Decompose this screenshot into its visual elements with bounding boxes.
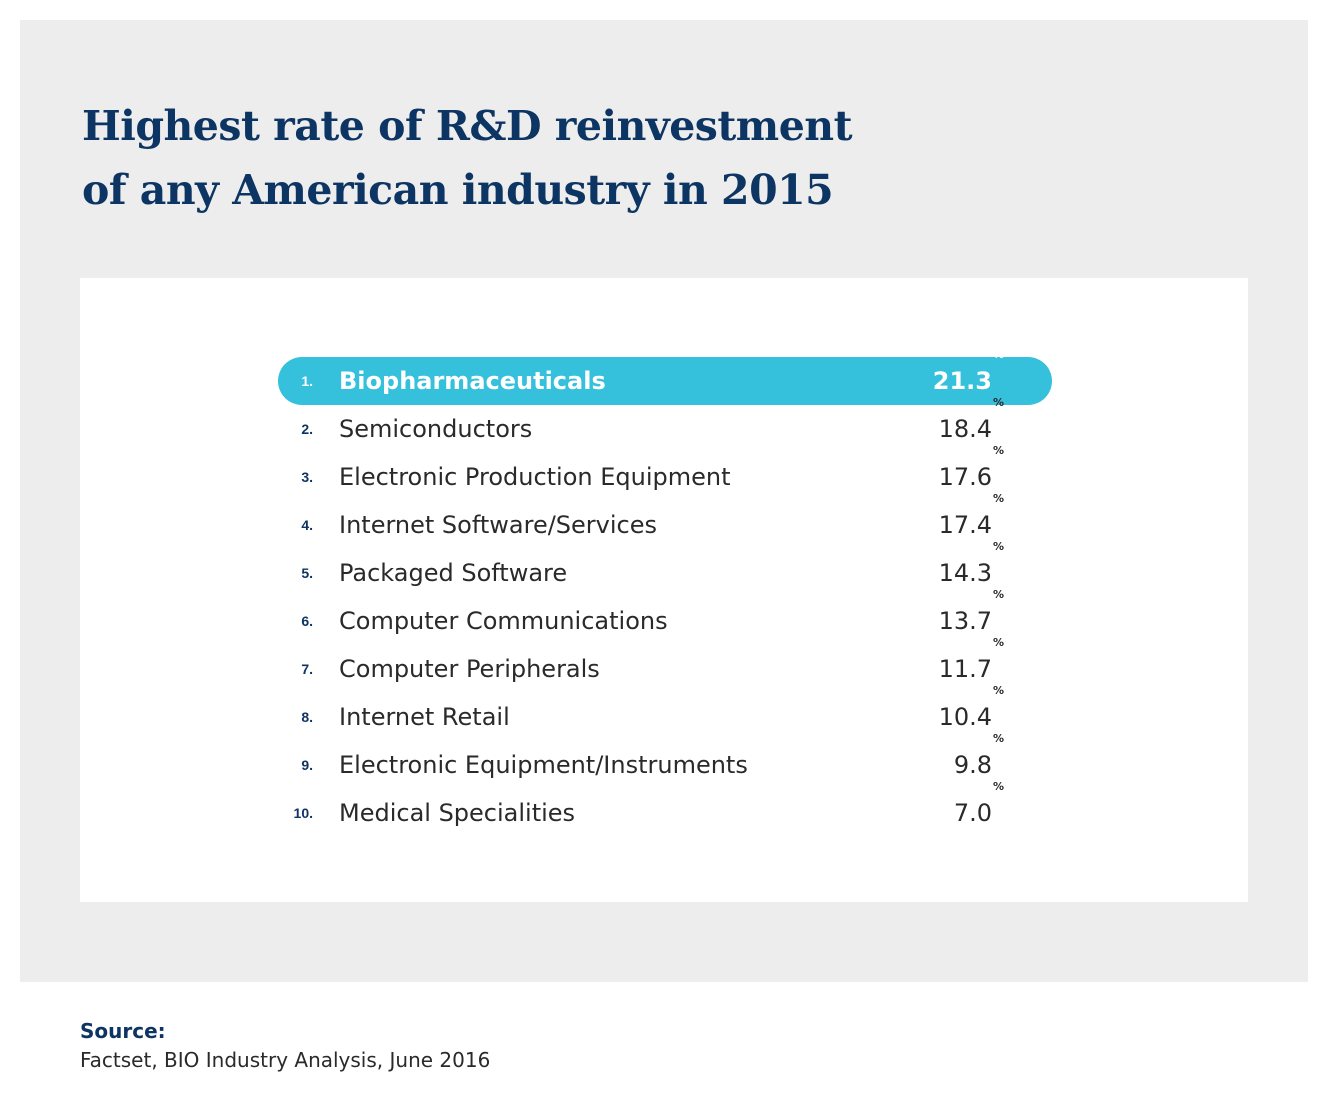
- ranking-list: 1. Biopharmaceuticals 21.3% 2. Semiconductor…: [278, 349, 1052, 837]
- rate-value: 7.0%: [953, 781, 1004, 837]
- rate-number: 14.3: [938, 559, 992, 587]
- ranking-row: 6. Computer Communications 13.7%: [278, 589, 1052, 645]
- rate-value: 10.4%: [938, 685, 1004, 741]
- rate-value: 13.7%: [938, 589, 1004, 645]
- rank-number: 1.: [301, 373, 313, 389]
- ranking-row: 8. Internet Retail 10.4%: [278, 685, 1052, 741]
- industry-name: Biopharmaceuticals: [339, 367, 606, 395]
- industry-name: Computer Peripherals: [339, 655, 600, 683]
- rank-number: 8.: [301, 709, 313, 725]
- rate-number: 21.3: [932, 367, 992, 395]
- rate-value: 9.8%: [953, 733, 1004, 789]
- percent-sign: %: [993, 684, 1005, 697]
- percent-sign: %: [993, 540, 1005, 553]
- percent-sign: %: [993, 348, 1005, 361]
- industry-name: Computer Communications: [339, 607, 668, 635]
- rank-number: 2.: [301, 421, 313, 437]
- rank-number: 10.: [293, 805, 313, 821]
- rate-value: 21.3%: [932, 349, 1004, 405]
- rate-number: 13.7: [938, 607, 992, 635]
- ranking-row: 7. Computer Peripherals 11.7%: [278, 637, 1052, 693]
- rank-number: 9.: [301, 757, 313, 773]
- industry-name: Electronic Production Equipment: [339, 463, 731, 491]
- percent-sign: %: [993, 732, 1005, 745]
- industry-name: Internet Retail: [339, 703, 510, 731]
- percent-sign: %: [993, 492, 1005, 505]
- rate-number: 11.7: [938, 655, 992, 683]
- percent-sign: %: [993, 780, 1005, 793]
- rate-number: 9.8: [953, 751, 992, 779]
- rate-number: 17.6: [938, 463, 992, 491]
- ranking-row-highlighted: 1. Biopharmaceuticals 21.3%: [278, 349, 1052, 405]
- rate-value: 17.4%: [938, 493, 1004, 549]
- industry-name: Electronic Equipment/Instruments: [339, 751, 748, 779]
- title-line-2: of any American industry in 2015: [82, 166, 834, 214]
- percent-sign: %: [993, 444, 1005, 457]
- rate-value: 11.7%: [938, 637, 1004, 693]
- rank-number: 4.: [301, 517, 313, 533]
- percent-sign: %: [993, 396, 1005, 409]
- rank-number: 3.: [301, 469, 313, 485]
- rate-number: 18.4: [938, 415, 992, 443]
- rate-number: 7.0: [953, 799, 992, 827]
- source-block: Source: Factset, BIO Industry Analysis, …: [80, 1017, 490, 1075]
- ranking-row: 5. Packaged Software 14.3%: [278, 541, 1052, 597]
- rate-value: 18.4%: [938, 397, 1004, 453]
- rate-number: 17.4: [938, 511, 992, 539]
- rank-number: 5.: [301, 565, 313, 581]
- ranking-row: 2. Semiconductors 18.4%: [278, 397, 1052, 453]
- industry-name: Semiconductors: [339, 415, 533, 443]
- ranking-row: 10. Medical Specialities 7.0%: [278, 781, 1052, 837]
- source-label: Source:: [80, 1019, 166, 1043]
- industry-name: Internet Software/Services: [339, 511, 658, 539]
- ranking-row: 4. Internet Software/Services 17.4%: [278, 493, 1052, 549]
- page-title: Highest rate of R&D reinvestment of any …: [82, 94, 982, 222]
- title-line-1: Highest rate of R&D reinvestment: [82, 102, 853, 150]
- percent-sign: %: [993, 636, 1005, 649]
- rate-number: 10.4: [938, 703, 992, 731]
- percent-sign: %: [993, 588, 1005, 601]
- ranking-row: 9. Electronic Equipment/Instruments 9.8%: [278, 733, 1052, 789]
- industry-name: Packaged Software: [339, 559, 568, 587]
- ranking-row: 3. Electronic Production Equipment 17.6%: [278, 445, 1052, 501]
- rank-number: 6.: [301, 613, 313, 629]
- source-text: Factset, BIO Industry Analysis, June 201…: [80, 1048, 491, 1072]
- rate-value: 17.6%: [938, 445, 1004, 501]
- rank-number: 7.: [301, 661, 313, 677]
- rate-value: 14.3%: [938, 541, 1004, 597]
- industry-name: Medical Specialities: [339, 799, 576, 827]
